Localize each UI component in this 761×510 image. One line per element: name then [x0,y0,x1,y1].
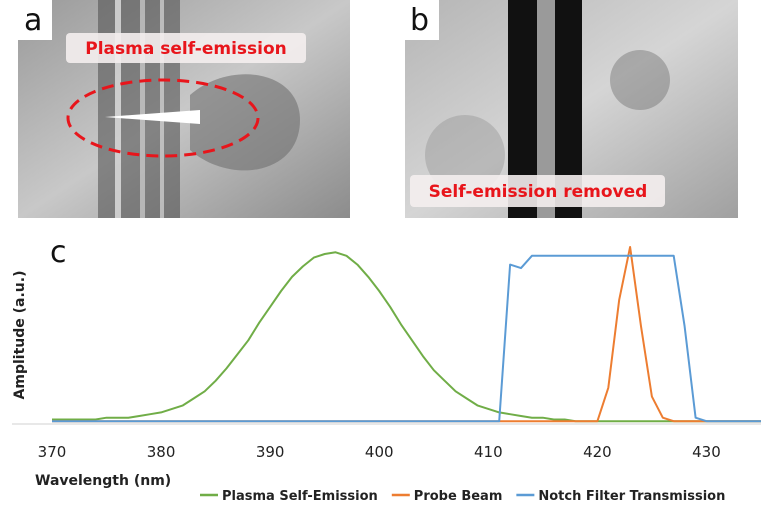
panel-label: c [50,235,67,270]
series-line [52,254,761,423]
x-tick-label: 430 [692,443,721,461]
annotation: Plasma self-emission [85,39,287,59]
panel-label: a [24,3,42,38]
chart: c Wavelength (nm) Amplitude (a.u.) [12,235,171,489]
image-b [405,0,738,218]
legend-label: Probe Beam [414,489,503,504]
x-tick-label: 410 [474,443,503,461]
x-tick-label: 400 [365,443,394,461]
image-a [18,0,350,218]
y-axis-label: Amplitude (a.u.) [12,271,28,400]
panel-label: b [410,3,429,38]
x-tick-label: 420 [583,443,612,461]
x-tick-label: 380 [147,443,176,461]
legend-label: Plasma Self-Emission [222,489,378,504]
legend-label: Notch Filter Transmission [538,489,725,504]
x-tick-label: 370 [38,443,67,461]
series-line [52,251,761,423]
annotation: Self-emission removed [429,182,648,202]
x-axis-label: Wavelength (nm) [35,473,171,489]
x-tick-label: 390 [256,443,285,461]
